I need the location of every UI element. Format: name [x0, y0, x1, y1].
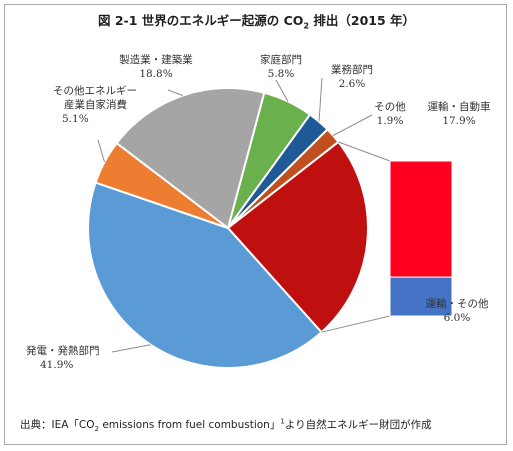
leader-line	[167, 89, 183, 96]
bar-transport-other	[389, 276, 453, 317]
label-other: その他 1.9%	[374, 101, 406, 127]
leader-line	[97, 139, 105, 163]
leader-line	[275, 79, 289, 102]
leader-line	[332, 114, 373, 136]
label-power-heat: 発電・発熱部門 41.9%	[26, 345, 100, 371]
bar-transport-auto	[389, 160, 453, 278]
pie-slice	[226, 140, 369, 334]
connector-line	[338, 141, 391, 162]
leader-line	[111, 344, 151, 353]
label-commercial: 業務部門 2.6%	[331, 64, 373, 90]
label-energy-own-use: その他エネルギー 産業自家消費 5.1%	[53, 85, 137, 125]
source-note: 出典：IEA「CO2 emissions from fuel combustio…	[20, 417, 432, 434]
chart-title: 図 2-1 世界のエネルギー起源の CO2 排出（2015 年）	[97, 13, 416, 31]
label-manufacturing: 製造業・建築業 18.8%	[119, 54, 193, 80]
pie-slice	[87, 181, 323, 369]
label-transport-other: 運輸・その他 6.0%	[425, 298, 489, 324]
pie-slice	[115, 87, 266, 230]
label-transport-auto: 運輸・自動車 17.9%	[427, 101, 491, 127]
connector-line	[321, 315, 391, 333]
leader-line	[318, 77, 323, 122]
label-household: 家庭部門 5.8%	[260, 54, 302, 80]
